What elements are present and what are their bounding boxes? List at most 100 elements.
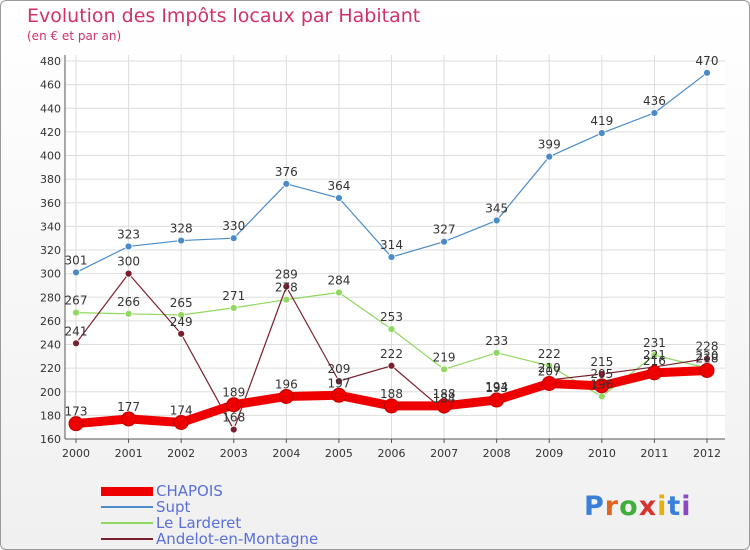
y-tick-label: 360 <box>40 197 61 210</box>
data-point-chapois <box>384 398 399 414</box>
data-label-supt: 399 <box>538 138 561 152</box>
y-tick-label: 380 <box>40 173 61 186</box>
data-label-le-larderet: 271 <box>222 289 245 303</box>
y-tick-label: 440 <box>40 102 61 115</box>
data-label-andelot-en-montagne: 184 <box>433 392 456 406</box>
data-point-le-larderet <box>335 288 343 297</box>
chart-subtitle: (en € et par an) <box>27 29 122 43</box>
data-label-chapois: 197 <box>327 376 350 390</box>
x-tick-label: 2001 <box>115 447 143 460</box>
data-point-le-larderet <box>387 325 396 334</box>
x-tick-label: 2000 <box>62 447 90 460</box>
legend-item-chapois: CHAPOIS <box>101 482 361 500</box>
y-tick-label: 420 <box>40 126 61 139</box>
data-point-andelot-en-montagne <box>387 361 396 370</box>
logo-letter: o <box>619 491 639 522</box>
y-tick-label: 460 <box>40 79 61 92</box>
data-point-chapois <box>436 398 452 414</box>
data-point-le-larderet <box>440 365 448 374</box>
data-label-le-larderet: 219 <box>433 350 456 364</box>
data-point-supt <box>703 68 711 77</box>
legend-label: Andelot-en-Montagne <box>156 530 319 548</box>
chart-title: Evolution des Impôts locaux par Habitant <box>27 5 421 27</box>
x-tick-label: 2004 <box>272 447 300 460</box>
data-point-chapois <box>594 378 610 394</box>
data-point-supt <box>492 216 501 225</box>
logo-letter: t <box>667 491 682 522</box>
data-label-le-larderet: 220 <box>696 349 719 363</box>
data-point-chapois <box>489 392 505 408</box>
data-point-andelot-en-montagne <box>597 370 606 378</box>
data-label-andelot-en-montagne: 222 <box>380 347 403 361</box>
data-label-andelot-en-montagne: 210 <box>538 361 561 375</box>
legend-swatch <box>101 506 153 508</box>
y-tick-label: 160 <box>40 433 61 446</box>
y-tick-label: 400 <box>40 150 61 163</box>
data-label-andelot-en-montagne: 209 <box>327 362 350 376</box>
data-point-le-larderet <box>597 392 606 401</box>
y-tick-label: 320 <box>40 244 61 257</box>
data-label-chapois: 216 <box>643 354 666 368</box>
y-tick-label: 220 <box>40 362 61 375</box>
logo-letter: r <box>604 491 620 522</box>
data-label-chapois: 173 <box>65 405 88 419</box>
data-label-andelot-en-montagne: 221 <box>643 348 666 362</box>
y-tick-label: 280 <box>40 291 61 304</box>
data-label-supt: 323 <box>117 227 140 241</box>
x-tick-label: 2011 <box>640 447 668 460</box>
data-label-le-larderet: 231 <box>643 336 666 350</box>
data-point-le-larderet <box>492 348 501 357</box>
legend-label: Le Larderet <box>156 514 242 532</box>
data-point-chapois <box>278 388 294 404</box>
chart-legend: CHAPOIS Supt Le Larderet Andelot-en-Montagn… <box>101 482 361 548</box>
data-point-chapois <box>646 365 662 381</box>
data-point-le-larderet <box>545 361 554 370</box>
x-tick-label: 2006 <box>378 447 406 460</box>
legend-swatch <box>101 486 153 496</box>
data-point-chapois <box>541 375 557 391</box>
data-point-le-larderet <box>229 303 238 312</box>
data-point-andelot-en-montagne <box>229 425 238 434</box>
data-label-chapois: 196 <box>275 377 298 391</box>
data-point-andelot-en-montagne <box>335 377 343 386</box>
legend-item-le-larderet: Le Larderet <box>101 514 361 532</box>
data-point-le-larderet <box>282 295 291 304</box>
y-tick-label: 200 <box>40 386 61 399</box>
logo-letter: i <box>681 491 692 522</box>
legend-swatch <box>101 538 153 540</box>
data-label-supt: 470 <box>696 54 719 68</box>
data-label-le-larderet: 222 <box>538 347 561 361</box>
data-label-chapois: 177 <box>117 400 140 414</box>
legend-item-supt: Supt <box>101 498 361 516</box>
logo-letter: x <box>638 491 658 522</box>
data-label-andelot-en-montagne: 228 <box>696 340 719 354</box>
data-label-supt: 419 <box>590 114 613 128</box>
data-point-le-larderet <box>650 351 659 360</box>
data-label-andelot-en-montagne: 289 <box>275 268 298 282</box>
legend-item-andelot-en-montagne: Andelot-en-Montagne <box>101 530 361 548</box>
data-label-chapois: 189 <box>222 386 245 400</box>
data-point-chapois <box>699 362 715 378</box>
plot-area <box>65 55 725 439</box>
data-point-le-larderet <box>72 308 80 317</box>
x-tick-label: 2003 <box>220 447 248 460</box>
data-point-chapois <box>226 397 242 413</box>
data-point-supt <box>177 236 186 245</box>
x-tick-label: 2010 <box>588 447 616 460</box>
data-label-andelot-en-montagne: 194 <box>485 380 508 394</box>
data-point-supt <box>545 152 554 161</box>
data-label-chapois: 188 <box>433 387 456 401</box>
x-tick-label: 2005 <box>325 447 353 460</box>
data-label-chapois: 218 <box>696 351 719 365</box>
data-label-andelot-en-montagne: 215 <box>590 355 613 369</box>
y-tick-label: 480 <box>40 55 61 68</box>
legend-label: Supt <box>156 498 191 516</box>
data-point-supt <box>282 179 291 188</box>
data-label-le-larderet: 278 <box>275 281 298 295</box>
data-label-andelot-en-montagne: 168 <box>222 411 245 425</box>
legend-label: CHAPOIS <box>156 482 223 500</box>
data-point-chapois <box>173 414 189 430</box>
data-label-chapois: 193 <box>485 381 508 395</box>
